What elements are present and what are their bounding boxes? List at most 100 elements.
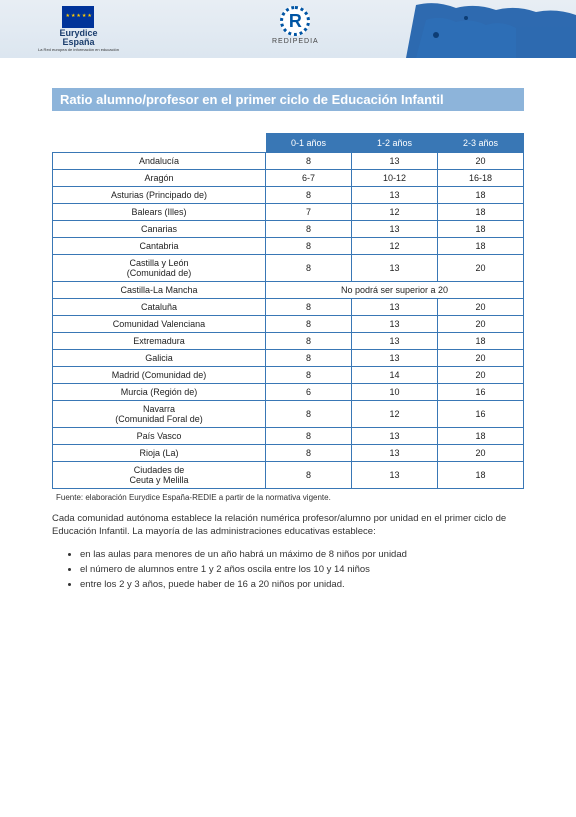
value-cell: 18 bbox=[437, 428, 523, 445]
value-cell: 14 bbox=[351, 367, 437, 384]
header-col-1: 1-2 años bbox=[351, 134, 437, 153]
table-row: Castilla-La ManchaNo podrá ser superior … bbox=[53, 282, 524, 299]
region-cell: Canarias bbox=[53, 221, 266, 238]
region-cell: Castilla-La Mancha bbox=[53, 282, 266, 299]
value-cell: 13 bbox=[351, 462, 437, 489]
region-cell: Castilla y León(Comunidad de) bbox=[53, 255, 266, 282]
ratio-table: 0-1 años 1-2 años 2-3 años Andalucía8132… bbox=[52, 133, 524, 489]
bullet-list: en las aulas para menores de un año habr… bbox=[52, 547, 524, 593]
table-row: Comunidad Valenciana81320 bbox=[53, 316, 524, 333]
value-cell: 8 bbox=[265, 299, 351, 316]
value-cell: 18 bbox=[437, 238, 523, 255]
region-cell: Asturias (Principado de) bbox=[53, 187, 266, 204]
value-cell: 12 bbox=[351, 204, 437, 221]
region-cell: Madrid (Comunidad de) bbox=[53, 367, 266, 384]
value-cell: 8 bbox=[265, 367, 351, 384]
value-cell: 13 bbox=[351, 221, 437, 238]
table-row: Castilla y León(Comunidad de)81320 bbox=[53, 255, 524, 282]
bullet-item: en las aulas para menores de un año habr… bbox=[80, 547, 524, 562]
eurydice-logo: Eurydice España La Red europea de inform… bbox=[38, 6, 119, 52]
table-source: Fuente: elaboración Eurydice España-REDI… bbox=[52, 493, 524, 502]
value-cell: 20 bbox=[437, 445, 523, 462]
value-cell: 8 bbox=[265, 187, 351, 204]
value-cell: 13 bbox=[351, 187, 437, 204]
value-cell: 13 bbox=[351, 428, 437, 445]
table-row: Aragón6-710-1216-18 bbox=[53, 170, 524, 187]
value-cell: 6-7 bbox=[265, 170, 351, 187]
value-cell: 7 bbox=[265, 204, 351, 221]
redipedia-text: REDIPEDIA bbox=[272, 38, 319, 45]
value-cell: 6 bbox=[265, 384, 351, 401]
value-cell: 18 bbox=[437, 333, 523, 350]
value-cell: 12 bbox=[351, 401, 437, 428]
header-col-0: 0-1 años bbox=[265, 134, 351, 153]
redipedia-r: R bbox=[289, 11, 302, 32]
value-cell: 13 bbox=[351, 153, 437, 170]
value-cell: 20 bbox=[437, 367, 523, 384]
table-row: Ciudades deCeuta y Melilla81318 bbox=[53, 462, 524, 489]
value-cell: 16-18 bbox=[437, 170, 523, 187]
region-cell: Andalucía bbox=[53, 153, 266, 170]
region-cell: Murcia (Región de) bbox=[53, 384, 266, 401]
region-cell: Rioja (La) bbox=[53, 445, 266, 462]
value-cell: 8 bbox=[265, 255, 351, 282]
region-cell: Galicia bbox=[53, 350, 266, 367]
header-col-2: 2-3 años bbox=[437, 134, 523, 153]
page-content: Ratio alumno/profesor en el primer ciclo… bbox=[0, 58, 576, 612]
value-cell: 8 bbox=[265, 221, 351, 238]
table-row: Madrid (Comunidad de)81420 bbox=[53, 367, 524, 384]
bullet-item: el número de alumnos entre 1 y 2 años os… bbox=[80, 562, 524, 577]
value-cell: 20 bbox=[437, 350, 523, 367]
region-cell: País Vasco bbox=[53, 428, 266, 445]
redipedia-logo: R REDIPEDIA bbox=[272, 6, 319, 45]
map-decoration-icon bbox=[406, 0, 576, 58]
value-cell: 18 bbox=[437, 187, 523, 204]
value-cell: 8 bbox=[265, 238, 351, 255]
span-cell: No podrá ser superior a 20 bbox=[265, 282, 523, 299]
value-cell: 8 bbox=[265, 401, 351, 428]
value-cell: 18 bbox=[437, 462, 523, 489]
value-cell: 20 bbox=[437, 299, 523, 316]
page-title: Ratio alumno/profesor en el primer ciclo… bbox=[52, 88, 524, 111]
value-cell: 16 bbox=[437, 401, 523, 428]
table-row: Cantabria81218 bbox=[53, 238, 524, 255]
region-cell: Navarra(Comunidad Foral de) bbox=[53, 401, 266, 428]
bullet-item: entre los 2 y 3 años, puede haber de 16 … bbox=[80, 577, 524, 592]
region-cell: Extremadura bbox=[53, 333, 266, 350]
redipedia-circle-icon: R bbox=[280, 6, 310, 36]
region-cell: Balears (Illes) bbox=[53, 204, 266, 221]
table-row: País Vasco81318 bbox=[53, 428, 524, 445]
value-cell: 8 bbox=[265, 333, 351, 350]
table-row: Navarra(Comunidad Foral de)81216 bbox=[53, 401, 524, 428]
eurydice-subtext: La Red europea de información en educaci… bbox=[38, 47, 119, 52]
eu-flag-icon bbox=[62, 6, 94, 28]
value-cell: 8 bbox=[265, 153, 351, 170]
value-cell: 10 bbox=[351, 384, 437, 401]
header-band: Eurydice España La Red europea de inform… bbox=[0, 0, 576, 58]
table-row: Cataluña81320 bbox=[53, 299, 524, 316]
value-cell: 20 bbox=[437, 153, 523, 170]
value-cell: 8 bbox=[265, 462, 351, 489]
espana-text: España bbox=[38, 38, 119, 47]
table-row: Galicia81320 bbox=[53, 350, 524, 367]
table-row: Canarias81318 bbox=[53, 221, 524, 238]
region-cell: Comunidad Valenciana bbox=[53, 316, 266, 333]
value-cell: 18 bbox=[437, 204, 523, 221]
value-cell: 8 bbox=[265, 428, 351, 445]
value-cell: 18 bbox=[437, 221, 523, 238]
value-cell: 13 bbox=[351, 255, 437, 282]
value-cell: 12 bbox=[351, 238, 437, 255]
region-cell: Aragón bbox=[53, 170, 266, 187]
value-cell: 13 bbox=[351, 333, 437, 350]
table-row: Murcia (Región de)61016 bbox=[53, 384, 524, 401]
table-row: Andalucía81320 bbox=[53, 153, 524, 170]
region-cell: Cataluña bbox=[53, 299, 266, 316]
value-cell: 8 bbox=[265, 445, 351, 462]
value-cell: 10-12 bbox=[351, 170, 437, 187]
value-cell: 8 bbox=[265, 316, 351, 333]
table-row: Balears (Illes)71218 bbox=[53, 204, 524, 221]
table-row: Rioja (La)81320 bbox=[53, 445, 524, 462]
value-cell: 13 bbox=[351, 445, 437, 462]
table-row: Asturias (Principado de)81318 bbox=[53, 187, 524, 204]
table-header-row: 0-1 años 1-2 años 2-3 años bbox=[53, 134, 524, 153]
